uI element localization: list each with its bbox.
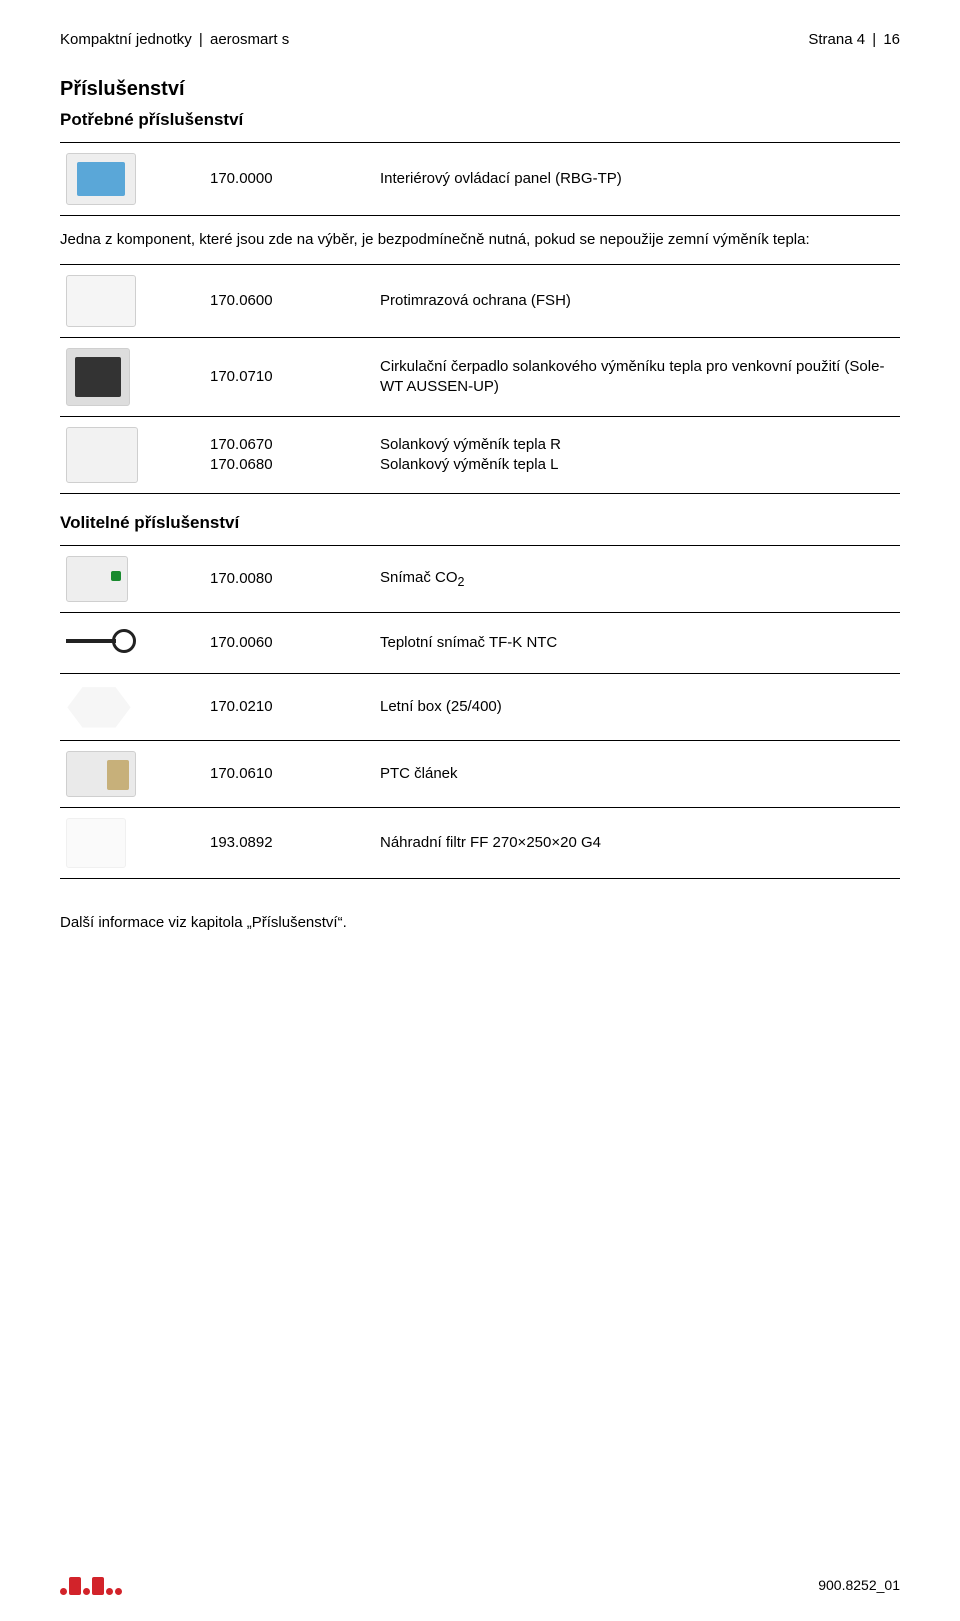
product-desc: Snímač CO2 bbox=[380, 568, 900, 591]
product-code: 170.0000 bbox=[210, 169, 380, 189]
product-code: 170.0080 bbox=[210, 569, 380, 589]
heat-exchanger-icon bbox=[66, 427, 138, 483]
product-image-pump bbox=[60, 348, 210, 406]
intermediate-note: Jedna z komponent, které jsou zde na výb… bbox=[60, 216, 900, 264]
page-footer: 900.8252_01 bbox=[60, 1576, 900, 1595]
product-code: 170.0670 bbox=[210, 435, 380, 455]
subsection-title-required: Potřebné příslušenství bbox=[60, 109, 900, 132]
product-image-fsh bbox=[60, 275, 210, 327]
product-desc: Solankový výměník tepla R bbox=[380, 435, 900, 455]
ptc-element-icon bbox=[66, 751, 136, 797]
product-image-brine-exchanger bbox=[60, 427, 210, 483]
header-left-2: aerosmart s bbox=[210, 31, 289, 48]
co2-sensor-icon bbox=[66, 556, 128, 602]
logo-dot-icon bbox=[69, 1577, 81, 1595]
pipe-separator: | bbox=[199, 31, 203, 48]
pipe-separator: | bbox=[872, 31, 876, 48]
accessory-row-summer-box: 170.0210 Letní box (25/400) bbox=[60, 674, 900, 741]
product-desc: Teplotní snímač TF-K NTC bbox=[380, 633, 900, 653]
product-code: 170.0680 bbox=[210, 455, 380, 475]
product-desc: Protimrazová ochrana (FSH) bbox=[380, 291, 900, 311]
accessory-row-co2: 170.0080 Snímač CO2 bbox=[60, 546, 900, 613]
product-desc: Cirkulační čerpadlo solankového výměníku… bbox=[380, 357, 900, 398]
product-desc: PTC článek bbox=[380, 764, 900, 784]
section-title-accessories: Příslušenství bbox=[60, 76, 900, 103]
product-code: 170.0060 bbox=[210, 633, 380, 653]
frost-protection-icon bbox=[66, 275, 136, 327]
temperature-probe-icon bbox=[66, 623, 134, 663]
control-panel-icon bbox=[66, 153, 136, 205]
accessory-row-pump: 170.0710 Cirkulační čerpadlo solankového… bbox=[60, 338, 900, 417]
subsection-title-optional: Volitelné příslušenství bbox=[60, 512, 900, 535]
logo-dot-icon bbox=[106, 1588, 113, 1595]
accessory-row-tfk: 170.0060 Teplotní snímač TF-K NTC bbox=[60, 613, 900, 674]
filter-icon bbox=[66, 818, 126, 868]
product-image-ptc bbox=[60, 751, 210, 797]
co2-desc-sub: 2 bbox=[458, 575, 465, 589]
product-image-panel bbox=[60, 153, 210, 205]
logo-dot-icon bbox=[92, 1577, 104, 1595]
co2-desc-prefix: Snímač CO bbox=[380, 569, 458, 586]
product-code: 170.0600 bbox=[210, 291, 380, 311]
product-image-summer-box bbox=[60, 684, 210, 730]
product-desc: Interiérový ovládací panel (RBG-TP) bbox=[380, 169, 900, 189]
accessory-row-brine-exchanger: 170.0670 Solankový výměník tepla R 170.0… bbox=[60, 417, 900, 494]
further-info: Další informace viz kapitola „Příslušens… bbox=[60, 913, 900, 933]
document-code: 900.8252_01 bbox=[818, 1576, 900, 1595]
product-desc: Solankový výměník tepla L bbox=[380, 455, 900, 475]
accessory-row-ptc: 170.0610 PTC článek bbox=[60, 741, 900, 808]
product-desc: Letní box (25/400) bbox=[380, 697, 900, 717]
logo-dot-icon bbox=[60, 1588, 67, 1595]
product-image-filter bbox=[60, 818, 210, 868]
double-line-container: 170.0670 Solankový výměník tepla R 170.0… bbox=[210, 435, 900, 476]
product-image-co2 bbox=[60, 556, 210, 602]
product-code: 170.0610 bbox=[210, 764, 380, 784]
accessory-row-panel: 170.0000 Interiérový ovládací panel (RBG… bbox=[60, 143, 900, 216]
product-code: 170.0710 bbox=[210, 367, 380, 387]
logo-dot-icon bbox=[83, 1588, 90, 1595]
product-image-tfk bbox=[60, 623, 210, 663]
page-header: Kompaktní jednotky | aerosmart s Strana … bbox=[60, 30, 900, 50]
header-right: Strana 4 | 16 bbox=[808, 30, 900, 50]
logo-dot-icon bbox=[115, 1588, 122, 1595]
header-right-1: Strana 4 bbox=[808, 31, 865, 48]
accessory-row-fsh: 170.0600 Protimrazová ochrana (FSH) bbox=[60, 265, 900, 338]
summer-box-icon bbox=[66, 684, 132, 730]
product-code: 193.0892 bbox=[210, 833, 380, 853]
product-code: 170.0210 bbox=[210, 697, 380, 717]
product-desc: Náhradní filtr FF 270×250×20 G4 bbox=[380, 833, 900, 853]
circulation-pump-icon bbox=[66, 348, 130, 406]
header-left: Kompaktní jednotky | aerosmart s bbox=[60, 30, 289, 50]
header-right-2: 16 bbox=[883, 31, 900, 48]
accessory-row-filter: 193.0892 Náhradní filtr FF 270×250×20 G4 bbox=[60, 808, 900, 879]
header-left-1: Kompaktní jednotky bbox=[60, 31, 192, 48]
brand-logo bbox=[60, 1577, 122, 1595]
